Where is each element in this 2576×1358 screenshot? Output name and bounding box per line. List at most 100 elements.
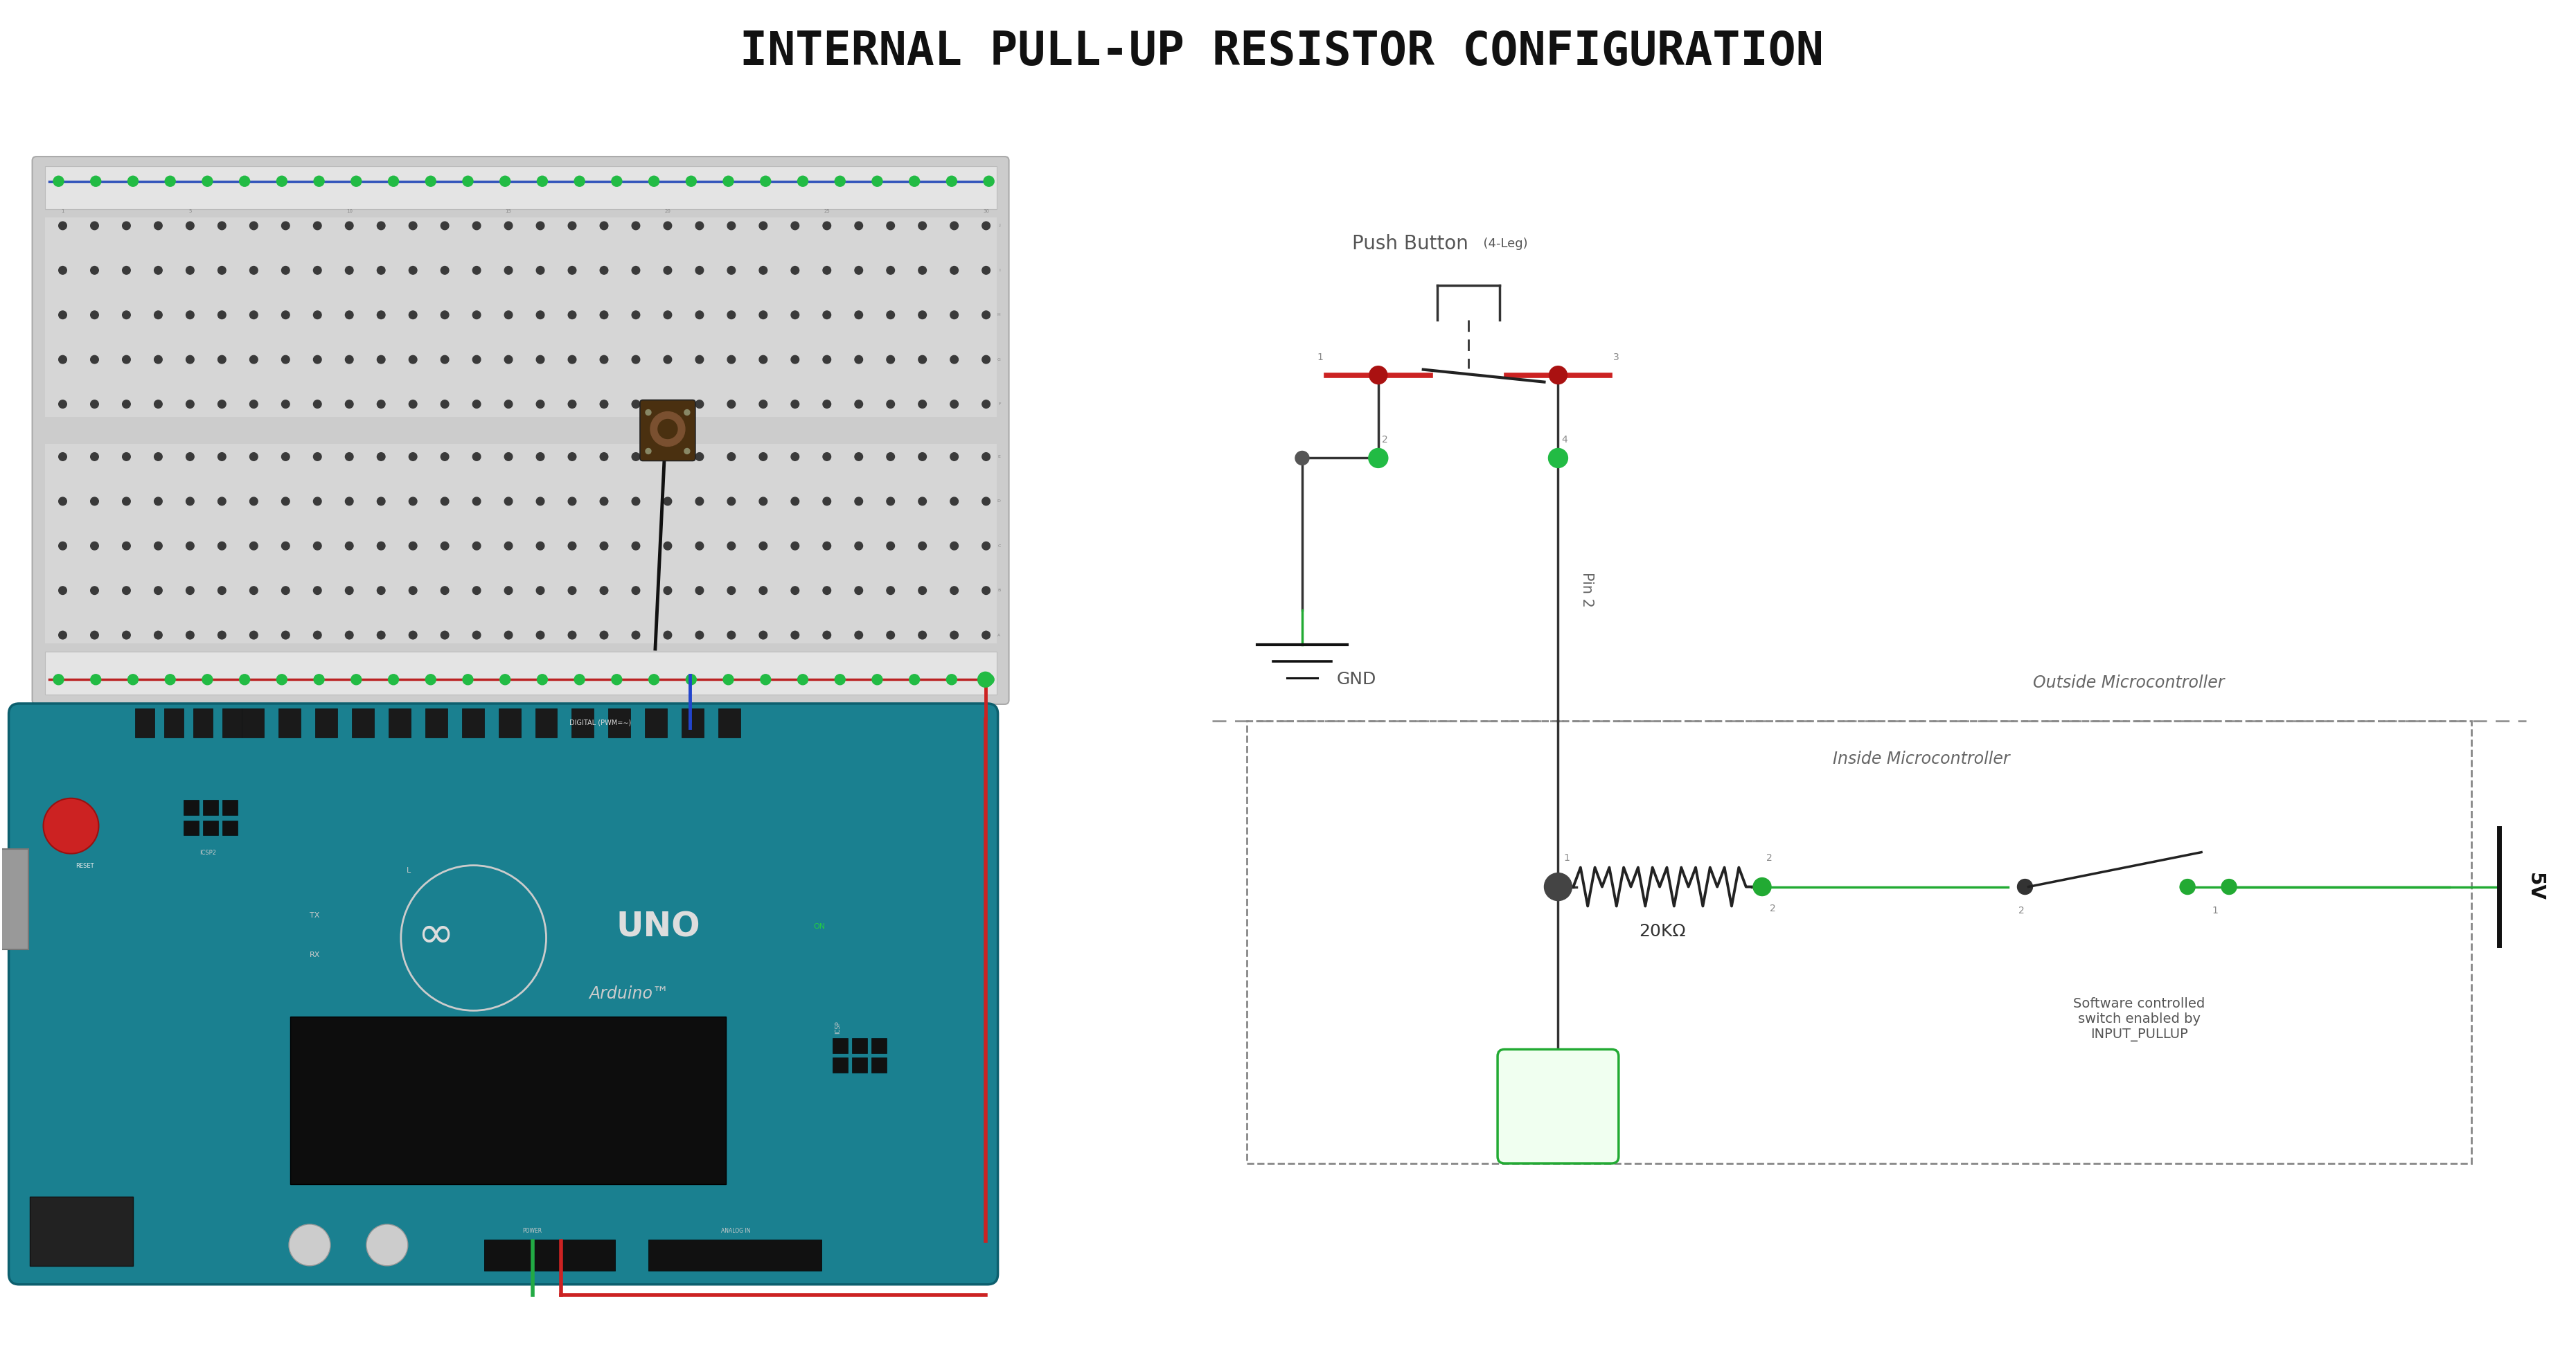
Circle shape	[791, 452, 799, 460]
Circle shape	[696, 401, 703, 409]
Bar	[644, 709, 667, 737]
Circle shape	[791, 631, 799, 640]
Circle shape	[855, 631, 863, 640]
Text: Push Button: Push Button	[1352, 234, 1468, 254]
Circle shape	[600, 631, 608, 640]
Circle shape	[981, 497, 989, 505]
Text: GND: GND	[1337, 671, 1376, 687]
Circle shape	[124, 452, 131, 460]
Circle shape	[410, 542, 417, 550]
Circle shape	[951, 266, 958, 274]
Text: DIGITAL (PWM=∼): DIGITAL (PWM=∼)	[569, 720, 631, 727]
Circle shape	[536, 356, 544, 364]
Circle shape	[201, 675, 214, 684]
Circle shape	[760, 542, 768, 550]
FancyBboxPatch shape	[1497, 1050, 1618, 1164]
Bar	[871, 1057, 886, 1073]
Circle shape	[281, 452, 289, 460]
Circle shape	[981, 356, 989, 364]
Circle shape	[536, 266, 544, 274]
Circle shape	[281, 497, 289, 505]
Circle shape	[822, 401, 832, 409]
Circle shape	[276, 675, 286, 684]
Bar	[165, 709, 183, 737]
Circle shape	[505, 497, 513, 505]
Text: 4: 4	[1561, 435, 1569, 445]
Circle shape	[726, 356, 734, 364]
Circle shape	[760, 452, 768, 460]
Circle shape	[155, 587, 162, 595]
Circle shape	[185, 401, 193, 409]
Bar	[222, 800, 237, 815]
Text: 2: 2	[1767, 853, 1772, 862]
Circle shape	[314, 675, 325, 684]
Circle shape	[760, 266, 768, 274]
Circle shape	[500, 675, 510, 684]
Bar	[853, 1057, 868, 1073]
Bar	[222, 709, 242, 737]
Circle shape	[440, 311, 448, 319]
Circle shape	[54, 177, 64, 186]
Circle shape	[536, 401, 544, 409]
Circle shape	[822, 266, 832, 274]
Circle shape	[505, 401, 513, 409]
Circle shape	[799, 177, 809, 186]
Circle shape	[984, 675, 994, 684]
Circle shape	[59, 542, 67, 550]
Bar	[204, 820, 219, 835]
Circle shape	[90, 587, 98, 595]
Circle shape	[981, 452, 989, 460]
Circle shape	[631, 266, 639, 274]
Circle shape	[165, 177, 175, 186]
Circle shape	[726, 542, 734, 550]
Circle shape	[574, 177, 585, 186]
Circle shape	[440, 587, 448, 595]
Circle shape	[822, 587, 832, 595]
Bar	[389, 709, 410, 737]
Circle shape	[855, 497, 863, 505]
Circle shape	[726, 497, 734, 505]
Circle shape	[600, 356, 608, 364]
Circle shape	[2221, 879, 2236, 895]
Circle shape	[410, 221, 417, 230]
Circle shape	[536, 221, 544, 230]
Circle shape	[345, 356, 353, 364]
Circle shape	[219, 542, 227, 550]
Circle shape	[1548, 448, 1569, 467]
Circle shape	[201, 177, 214, 186]
Circle shape	[219, 452, 227, 460]
Text: Inside Microcontroller: Inside Microcontroller	[1832, 751, 2009, 767]
Bar	[871, 1038, 886, 1052]
Circle shape	[440, 497, 448, 505]
Circle shape	[345, 631, 353, 640]
Circle shape	[1368, 448, 1388, 467]
Circle shape	[345, 401, 353, 409]
Circle shape	[631, 497, 639, 505]
Circle shape	[760, 587, 768, 595]
Text: INTERNAL PULL-UP RESISTOR CONFIGURATION: INTERNAL PULL-UP RESISTOR CONFIGURATION	[739, 30, 1824, 75]
Circle shape	[155, 356, 162, 364]
Bar	[608, 709, 631, 737]
Bar	[183, 800, 198, 815]
Circle shape	[696, 266, 703, 274]
Text: Pin 2: Pin 2	[1579, 572, 1595, 607]
Circle shape	[873, 177, 884, 186]
Bar	[649, 1240, 822, 1271]
Circle shape	[569, 587, 577, 595]
Circle shape	[155, 452, 162, 460]
Circle shape	[219, 311, 227, 319]
Circle shape	[951, 497, 958, 505]
Circle shape	[464, 675, 474, 684]
Circle shape	[314, 266, 322, 274]
Circle shape	[314, 542, 322, 550]
Text: 1: 1	[1564, 853, 1569, 862]
Circle shape	[631, 542, 639, 550]
Text: ∞: ∞	[417, 913, 453, 956]
Text: UNO: UNO	[616, 910, 701, 944]
Circle shape	[155, 311, 162, 319]
Circle shape	[981, 311, 989, 319]
Circle shape	[155, 542, 162, 550]
Circle shape	[574, 675, 585, 684]
Circle shape	[250, 497, 258, 505]
Circle shape	[886, 631, 894, 640]
